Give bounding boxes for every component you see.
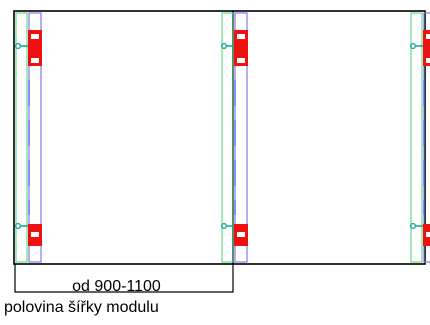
middle-post-clamp-bottom-hole-1 [237, 232, 245, 237]
left-post-clamp-bottom-hole-1 [31, 232, 39, 237]
dimension-range-label: od 900-1100 [72, 278, 161, 295]
middle-post-guide-green [221, 12, 234, 263]
right-post-clamp-top [423, 30, 430, 66]
posts-group [14, 12, 430, 263]
dimension-caption: polovina šířky modulu [4, 299, 159, 316]
left-post-clamp-top-hole-1 [31, 34, 39, 39]
right-post-clamp-top-hole-1 [426, 34, 430, 39]
right-post-clamp-bottom-hole-1 [426, 232, 430, 237]
module-outline-left [13, 10, 234, 265]
dimension-bracket [14, 264, 234, 293]
middle-post-clamp-top-hole-2 [237, 58, 245, 63]
right-post-clamp-top-hole-2 [426, 58, 430, 63]
module-outline-right [232, 10, 426, 265]
left-post-guide-green [15, 12, 28, 263]
right-post-guide-green [410, 12, 423, 263]
middle-post-clamp-top-hole-1 [237, 34, 245, 39]
left-post-clamp-top-hole-2 [31, 58, 39, 63]
